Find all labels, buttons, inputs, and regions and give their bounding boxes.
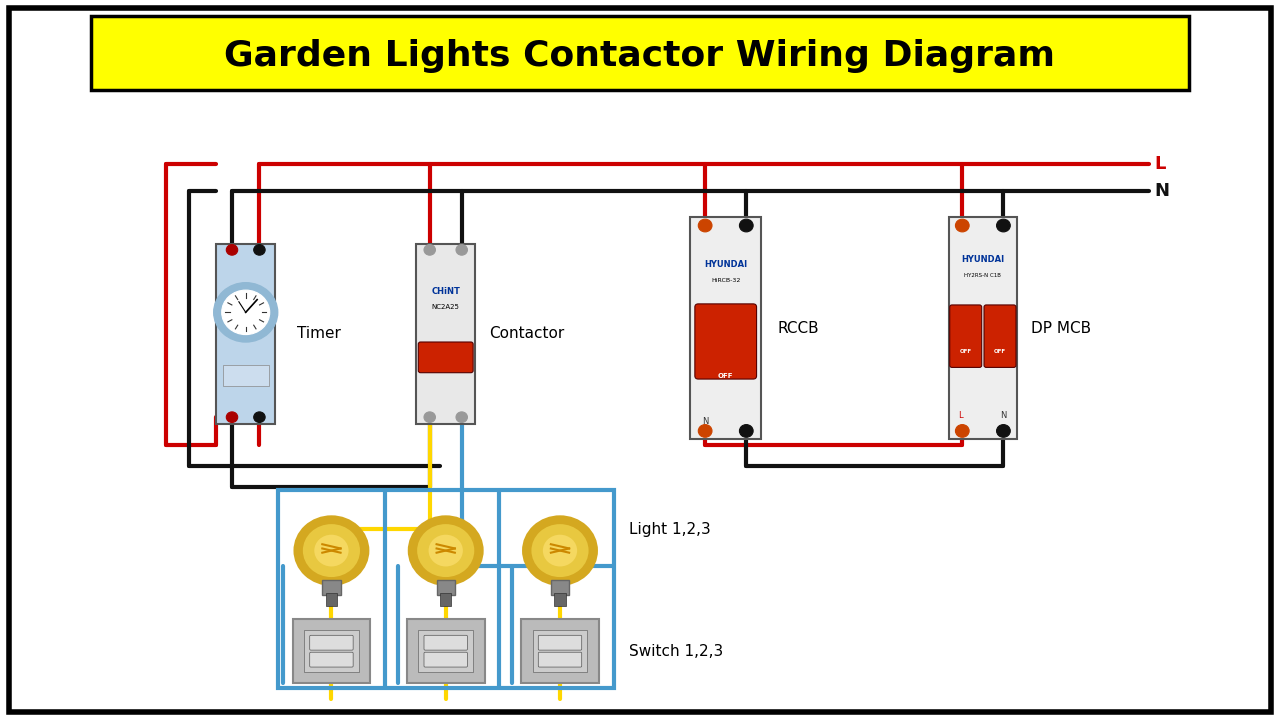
FancyBboxPatch shape	[407, 619, 485, 683]
FancyBboxPatch shape	[424, 635, 467, 650]
Circle shape	[221, 290, 270, 335]
Text: Timer: Timer	[297, 326, 340, 341]
Text: Garden Lights Contactor Wiring Diagram: Garden Lights Contactor Wiring Diagram	[224, 39, 1056, 73]
Circle shape	[955, 219, 969, 232]
FancyBboxPatch shape	[419, 342, 474, 373]
Circle shape	[456, 412, 467, 423]
Circle shape	[424, 245, 435, 255]
FancyBboxPatch shape	[690, 217, 762, 439]
FancyBboxPatch shape	[424, 652, 467, 667]
Circle shape	[303, 524, 360, 577]
Text: RCCB: RCCB	[777, 320, 819, 336]
Text: Contactor: Contactor	[489, 326, 564, 341]
Circle shape	[740, 425, 753, 437]
Text: N: N	[1000, 411, 1006, 420]
Text: L: L	[1155, 155, 1166, 173]
Circle shape	[253, 245, 265, 255]
Circle shape	[410, 517, 483, 585]
Text: DP MCB: DP MCB	[1030, 320, 1091, 336]
FancyBboxPatch shape	[419, 630, 474, 672]
Text: HY2RS-N C1B: HY2RS-N C1B	[964, 273, 1001, 278]
FancyBboxPatch shape	[950, 305, 982, 367]
FancyBboxPatch shape	[416, 243, 475, 423]
Circle shape	[227, 412, 238, 423]
Text: N: N	[1155, 181, 1170, 199]
FancyBboxPatch shape	[695, 304, 756, 379]
Circle shape	[531, 524, 589, 577]
Text: Switch 1,2,3: Switch 1,2,3	[628, 644, 723, 659]
Circle shape	[699, 219, 712, 232]
Text: OFF: OFF	[995, 349, 1006, 354]
Text: CHiNT: CHiNT	[431, 287, 460, 296]
Circle shape	[424, 412, 435, 423]
Circle shape	[315, 535, 348, 567]
FancyBboxPatch shape	[554, 593, 566, 606]
FancyBboxPatch shape	[310, 652, 353, 667]
FancyBboxPatch shape	[310, 635, 353, 650]
FancyBboxPatch shape	[223, 365, 269, 387]
Text: L: L	[957, 411, 963, 420]
Circle shape	[253, 412, 265, 423]
Text: HiRCB-32: HiRCB-32	[710, 278, 740, 283]
Circle shape	[740, 219, 753, 232]
FancyBboxPatch shape	[325, 593, 337, 606]
Text: HYUNDAI: HYUNDAI	[704, 260, 748, 269]
FancyBboxPatch shape	[305, 630, 358, 672]
Text: Light 1,2,3: Light 1,2,3	[628, 522, 710, 537]
Text: HYUNDAI: HYUNDAI	[961, 255, 1005, 264]
Circle shape	[543, 535, 577, 567]
Circle shape	[699, 425, 712, 437]
Circle shape	[294, 517, 369, 585]
FancyBboxPatch shape	[984, 305, 1016, 367]
FancyBboxPatch shape	[323, 580, 340, 595]
Text: OFF: OFF	[718, 373, 733, 379]
FancyBboxPatch shape	[91, 16, 1189, 90]
FancyBboxPatch shape	[436, 580, 454, 595]
FancyBboxPatch shape	[216, 243, 275, 423]
FancyBboxPatch shape	[293, 619, 370, 683]
Circle shape	[456, 245, 467, 255]
Circle shape	[417, 524, 475, 577]
Text: N: N	[701, 417, 708, 426]
FancyBboxPatch shape	[550, 580, 570, 595]
Circle shape	[214, 283, 278, 342]
Circle shape	[997, 219, 1010, 232]
FancyBboxPatch shape	[521, 619, 599, 683]
FancyBboxPatch shape	[539, 652, 581, 667]
Text: NC2A25: NC2A25	[431, 304, 460, 310]
FancyBboxPatch shape	[440, 593, 452, 606]
Circle shape	[524, 517, 596, 585]
FancyBboxPatch shape	[532, 630, 588, 672]
Circle shape	[429, 535, 463, 567]
FancyBboxPatch shape	[539, 635, 581, 650]
Circle shape	[955, 425, 969, 437]
Circle shape	[227, 245, 238, 255]
Text: OFF: OFF	[960, 349, 972, 354]
Circle shape	[997, 425, 1010, 437]
FancyBboxPatch shape	[948, 217, 1018, 439]
FancyBboxPatch shape	[9, 9, 1271, 711]
